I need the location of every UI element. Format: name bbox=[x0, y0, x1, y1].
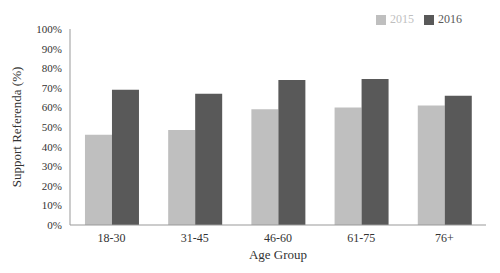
svg-text:Age Group: Age Group bbox=[249, 247, 307, 262]
svg-text:76+: 76+ bbox=[435, 231, 454, 245]
svg-text:20%: 20% bbox=[42, 180, 62, 192]
svg-text:60%: 60% bbox=[42, 101, 62, 113]
svg-text:18-30: 18-30 bbox=[98, 231, 126, 245]
svg-text:80%: 80% bbox=[42, 62, 62, 74]
svg-text:70%: 70% bbox=[42, 82, 62, 94]
svg-text:0%: 0% bbox=[47, 219, 62, 231]
svg-text:30%: 30% bbox=[42, 160, 62, 172]
svg-text:Support Referenda (%): Support Referenda (%) bbox=[9, 67, 24, 188]
svg-text:10%: 10% bbox=[42, 199, 62, 211]
svg-text:50%: 50% bbox=[42, 121, 62, 133]
svg-text:90%: 90% bbox=[42, 43, 62, 55]
svg-text:31-45: 31-45 bbox=[181, 231, 209, 245]
svg-text:40%: 40% bbox=[42, 141, 62, 153]
html-text:2016: 2016 bbox=[438, 12, 462, 26]
html-text:2015: 2015 bbox=[390, 12, 414, 26]
svg-text:46-60: 46-60 bbox=[264, 231, 292, 245]
svg-text:100%: 100% bbox=[36, 23, 62, 35]
svg-text:61-75: 61-75 bbox=[347, 231, 375, 245]
